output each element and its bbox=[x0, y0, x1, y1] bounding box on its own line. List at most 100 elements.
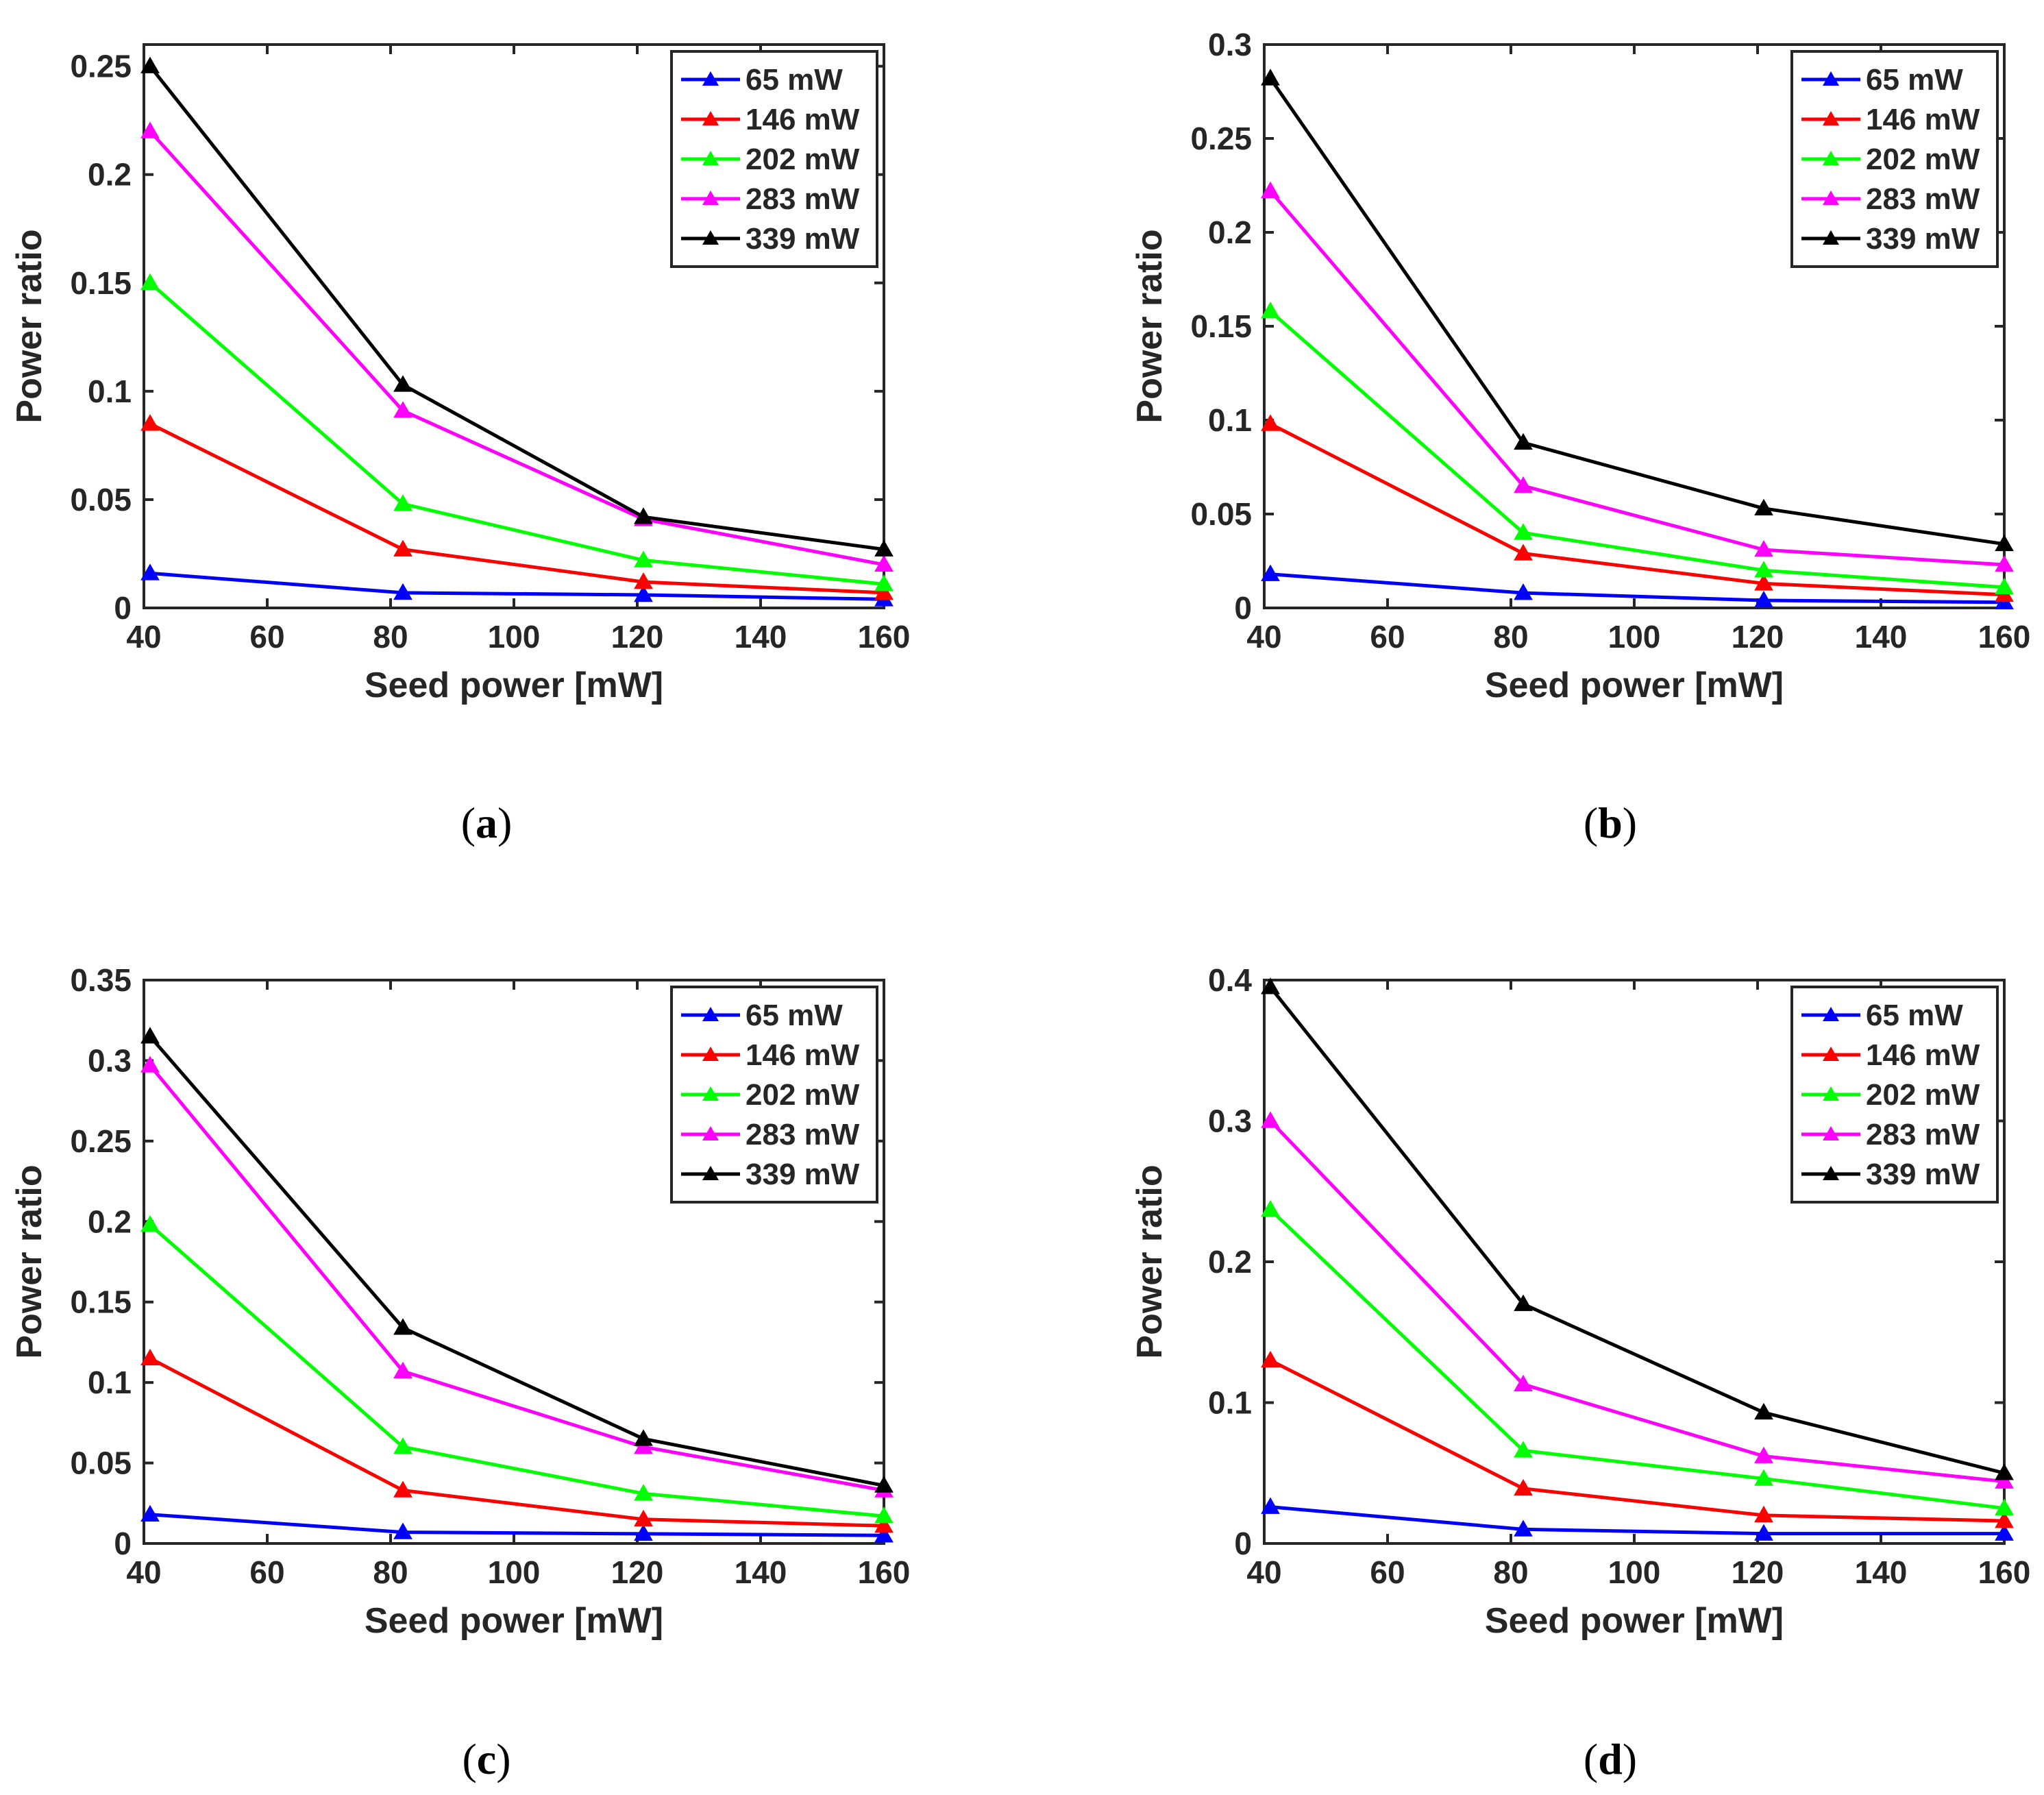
y-tick-label: 0.15 bbox=[70, 265, 132, 301]
legend-swatch-marker bbox=[702, 1166, 719, 1180]
legend-swatch-marker bbox=[1823, 1086, 1839, 1101]
x-tick-label: 60 bbox=[1370, 1554, 1405, 1590]
legend: 65 mW 146 mW 202 mW 283 mW 339 mW bbox=[670, 986, 878, 1204]
series-line-339-mw bbox=[149, 1035, 885, 1487]
y-tick-label: 0.4 bbox=[1208, 962, 1252, 998]
legend-swatch-marker bbox=[702, 71, 719, 86]
panel-caption-letter: a bbox=[476, 798, 497, 847]
x-tick-label: 160 bbox=[1978, 1554, 2031, 1590]
series-line-339-mw bbox=[1269, 986, 2005, 1475]
panel-caption: (c) bbox=[462, 1735, 510, 1783]
data-point-marker bbox=[1995, 1511, 2014, 1528]
data-point-marker bbox=[1754, 1446, 1773, 1463]
data-point-marker bbox=[1754, 561, 1773, 578]
legend-swatch-marker bbox=[702, 230, 719, 245]
y-axis-label: Power ratio bbox=[1130, 1164, 1170, 1358]
data-point-marker bbox=[1261, 977, 1280, 994]
data-point-marker bbox=[1261, 1350, 1280, 1368]
data-point-marker bbox=[140, 1027, 160, 1044]
x-tick-label: 40 bbox=[126, 619, 161, 655]
data-point-marker bbox=[1514, 544, 1533, 561]
data-point-marker bbox=[634, 507, 653, 524]
legend-entry-label: 202 mW bbox=[1866, 1078, 1980, 1112]
legend: 65 mW 146 mW 202 mW 283 mW 339 mW bbox=[670, 50, 878, 268]
y-tick-label: 0.1 bbox=[1208, 1385, 1252, 1421]
x-tick-label: 100 bbox=[1608, 619, 1661, 655]
data-point-marker bbox=[393, 1437, 413, 1454]
data-point-marker bbox=[1261, 1111, 1280, 1128]
series-line-146-mw bbox=[149, 1356, 885, 1528]
x-tick-label: 140 bbox=[735, 619, 787, 655]
data-point-marker bbox=[140, 414, 160, 431]
data-point-marker bbox=[1754, 1469, 1773, 1486]
y-tick-label: 0.05 bbox=[70, 1445, 132, 1481]
data-point-marker bbox=[393, 494, 413, 511]
x-tick-label: 140 bbox=[1855, 1554, 1908, 1590]
data-point-marker bbox=[140, 563, 160, 581]
legend-entry-label: 283 mW bbox=[746, 1118, 860, 1151]
data-point-marker bbox=[634, 572, 653, 589]
legend-entry-label: 202 mW bbox=[746, 1078, 860, 1112]
data-point-marker bbox=[874, 1476, 894, 1493]
series-line-339-mw bbox=[1268, 77, 2005, 546]
panel-caption-letter: d bbox=[1598, 1735, 1623, 1783]
data-point-marker bbox=[1995, 1498, 2014, 1515]
x-tick-label: 40 bbox=[126, 1554, 161, 1590]
series-line-202-mw bbox=[1269, 310, 2005, 589]
legend: 65 mW 146 mW 202 mW 283 mW 339 mW bbox=[1790, 50, 1999, 268]
series-line-202-mw bbox=[1269, 1208, 2005, 1511]
series-line-65-mw bbox=[149, 571, 885, 601]
legend-entry-label: 202 mW bbox=[746, 143, 860, 176]
legend-swatch-marker bbox=[702, 111, 719, 125]
legend-entry-label: 339 mW bbox=[746, 222, 860, 256]
data-point-marker bbox=[874, 583, 894, 600]
x-tick-label: 120 bbox=[1732, 619, 1784, 655]
data-point-marker bbox=[140, 1214, 160, 1232]
x-axis-label: Seed power [mW] bbox=[1485, 1601, 1784, 1641]
y-tick-label: 0.1 bbox=[1208, 402, 1252, 438]
data-point-marker bbox=[393, 539, 413, 557]
legend-swatch-marker bbox=[702, 1007, 719, 1021]
y-tick-label: 0 bbox=[1234, 590, 1252, 626]
data-point-marker bbox=[393, 375, 413, 392]
data-point-marker bbox=[1514, 1374, 1533, 1392]
data-point-marker bbox=[1995, 554, 2014, 572]
chart-panel-c: 40 60 80 100 120 140 160 0 0.05 0.1 0.15 0.2 0.25 0.3… bbox=[10, 962, 910, 1783]
x-tick-label: 160 bbox=[858, 619, 911, 655]
series-line-202-mw bbox=[149, 1223, 885, 1518]
data-point-marker bbox=[874, 574, 894, 591]
legend-swatch-marker bbox=[1823, 71, 1839, 86]
series-line-146-mw bbox=[1269, 422, 2005, 597]
data-point-marker bbox=[1261, 181, 1280, 198]
data-point-marker bbox=[634, 1429, 653, 1446]
data-point-marker bbox=[634, 585, 653, 602]
data-point-marker bbox=[874, 1526, 894, 1543]
x-tick-label: 80 bbox=[373, 1554, 408, 1590]
data-point-marker bbox=[393, 1480, 413, 1498]
series-line-283-mw bbox=[149, 1064, 885, 1492]
x-tick-label: 120 bbox=[1732, 1554, 1784, 1590]
panel-caption: (a) bbox=[461, 798, 513, 847]
x-tick-label: 80 bbox=[1493, 619, 1528, 655]
panel-caption: (d) bbox=[1584, 1735, 1637, 1783]
legend-box bbox=[1790, 50, 1999, 268]
x-tick-label: 40 bbox=[1246, 619, 1281, 655]
legend-entry-label: 146 mW bbox=[1866, 1038, 1980, 1072]
y-tick-label: 0.2 bbox=[1208, 215, 1252, 250]
x-tick-label: 160 bbox=[858, 1554, 911, 1590]
data-point-marker bbox=[1754, 591, 1773, 608]
legend-entry-label: 65 mW bbox=[746, 999, 843, 1032]
x-tick-label: 100 bbox=[488, 1554, 541, 1590]
series-line-283-mw bbox=[149, 130, 885, 567]
series-line-202-mw bbox=[149, 281, 885, 586]
y-tick-label: 0.05 bbox=[70, 482, 132, 517]
legend: 65 mW 146 mW 202 mW 283 mW 339 mW bbox=[1790, 986, 1999, 1204]
x-tick-label: 140 bbox=[735, 1554, 787, 1590]
data-point-marker bbox=[1754, 1524, 1773, 1541]
data-point-marker bbox=[393, 1318, 413, 1335]
legend-entry-label: 283 mW bbox=[1866, 1118, 1980, 1151]
legend-entry-label: 202 mW bbox=[1866, 143, 1980, 176]
legend-swatch-marker bbox=[702, 1047, 719, 1061]
series-line-65-mw bbox=[149, 1513, 885, 1537]
series-line-65-mw bbox=[1270, 572, 2005, 605]
